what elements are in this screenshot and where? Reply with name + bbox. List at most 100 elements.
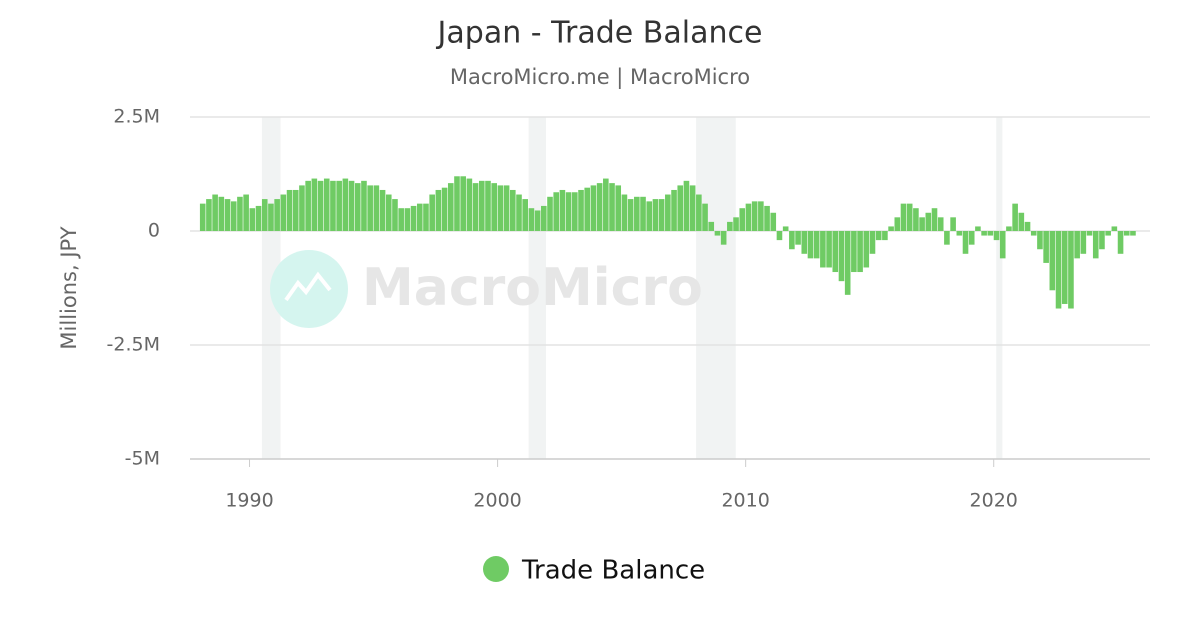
bar [913, 208, 919, 231]
bar [354, 183, 361, 231]
bar [373, 185, 380, 231]
bar [541, 205, 547, 231]
bar [696, 194, 702, 231]
x-tick-label: 2000 [473, 490, 521, 512]
bar [485, 180, 491, 231]
bar [795, 231, 801, 245]
bar [832, 231, 839, 273]
bar [243, 194, 249, 231]
bar [268, 203, 274, 231]
bar [900, 203, 907, 231]
bar [1043, 231, 1049, 263]
bar [1074, 231, 1080, 259]
bar [392, 199, 398, 231]
bar [981, 231, 987, 236]
bar [1068, 231, 1074, 309]
chart-subtitle: MacroMicro.me | MacroMicro [450, 65, 750, 90]
bar [999, 231, 1006, 259]
bar [385, 194, 392, 231]
bar [671, 189, 677, 231]
bar [776, 231, 783, 241]
bar [758, 201, 764, 231]
bar [1123, 231, 1130, 236]
bar [627, 199, 634, 231]
y-tick-label: -5M [125, 448, 160, 470]
bar [435, 189, 442, 231]
bar [528, 208, 535, 231]
bar [826, 231, 832, 268]
bar [578, 189, 584, 231]
bar [603, 178, 609, 231]
bar [299, 185, 305, 231]
bar [1006, 226, 1012, 231]
bar [237, 196, 243, 231]
bar [212, 194, 218, 231]
bar [683, 180, 690, 231]
bar [621, 194, 628, 231]
bar [280, 194, 287, 231]
bar [361, 180, 367, 231]
bar [1030, 231, 1037, 236]
watermark-logo [270, 250, 348, 328]
bar [199, 203, 206, 231]
bar [658, 199, 665, 231]
bar [956, 231, 963, 236]
bar [367, 185, 373, 231]
bar [1061, 231, 1068, 304]
bar [478, 180, 485, 231]
bar [255, 205, 262, 231]
bar [702, 203, 708, 231]
x-tick-label: 1990 [225, 490, 273, 512]
bar [944, 231, 950, 245]
bar [925, 212, 932, 231]
bar [745, 203, 752, 231]
bar [1055, 231, 1062, 309]
bar [292, 189, 299, 231]
bar [230, 201, 237, 231]
bar [894, 217, 901, 231]
bar [1049, 231, 1056, 291]
bar [640, 196, 646, 231]
bar [274, 199, 280, 231]
bar [323, 178, 330, 231]
recession-band [528, 117, 546, 459]
bar [410, 205, 417, 231]
legend-marker [483, 556, 509, 582]
bar [739, 208, 746, 231]
bar [1024, 221, 1031, 231]
bar [534, 210, 541, 231]
bar [677, 185, 684, 231]
bar [596, 183, 603, 231]
bar [950, 217, 956, 231]
bar [336, 180, 342, 231]
recession-band [696, 117, 736, 459]
bar [416, 203, 423, 231]
bar [882, 231, 888, 241]
bar [330, 180, 336, 231]
y-tick-label: 0 [148, 220, 160, 242]
bar [665, 194, 671, 231]
y-tick-label: -2.5M [107, 334, 160, 356]
bar [838, 231, 845, 282]
bar [1105, 231, 1111, 236]
bar [1018, 212, 1025, 231]
bar [559, 189, 566, 231]
bar [875, 231, 882, 241]
x-tick-label: 2020 [970, 490, 1018, 512]
bar [888, 226, 894, 231]
bar [646, 201, 653, 231]
bar [565, 192, 572, 231]
bar [547, 196, 553, 231]
bar [1117, 231, 1124, 254]
bar [249, 208, 256, 231]
bar [652, 199, 659, 231]
bar [472, 183, 479, 231]
recession-band [996, 117, 1003, 459]
bar [1130, 231, 1136, 236]
bar [447, 183, 454, 231]
y-tick-label: 2.5M [113, 106, 160, 128]
bar [553, 192, 560, 231]
bar [218, 196, 225, 231]
